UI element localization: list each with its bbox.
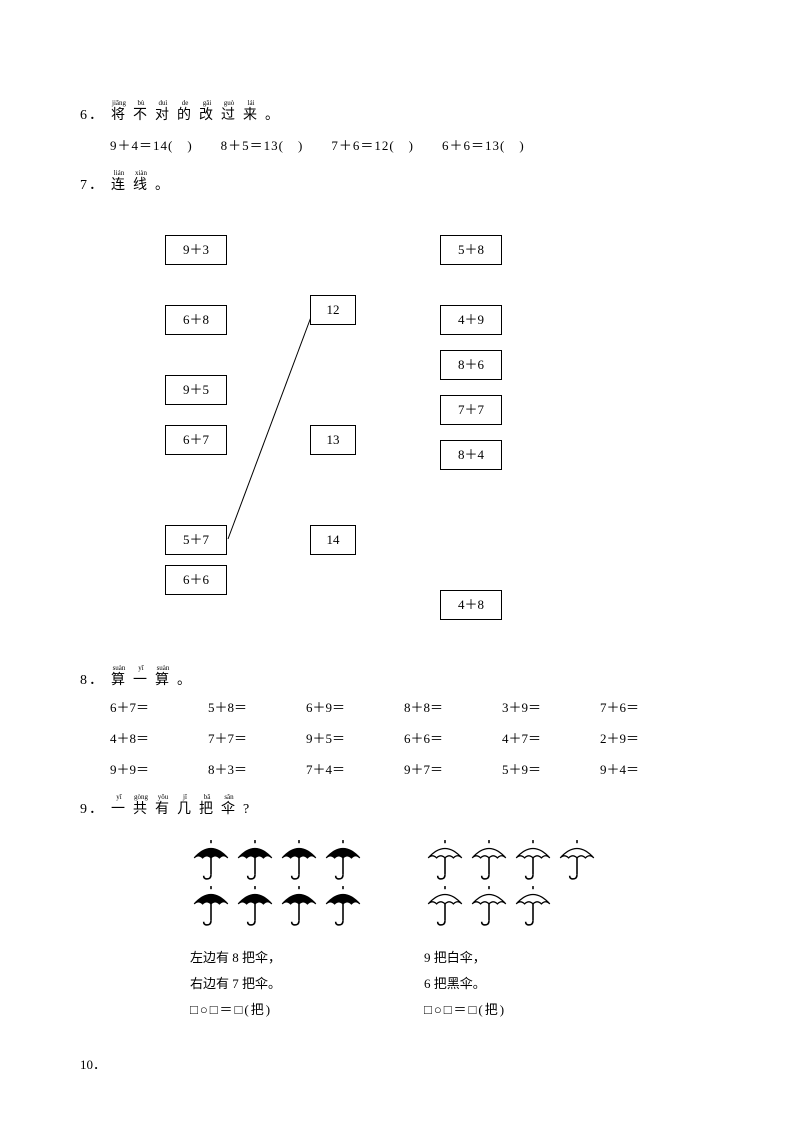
q9-right-group: 9 把白伞，6 把黑伞。□○□＝□(把) [424,839,598,1023]
q8-grid: 6＋7＝ 5＋8＝ 6＋9＝ 8＋8＝ 3＋9＝ 7＋6＝ 4＋8＝ 7＋7＝ 9＋5＝ 6＋6＝… [110,697,714,778]
q8-cell: 9＋7＝ [404,759,464,778]
ruby-char: gòng共 [133,794,149,819]
ruby-char: yī一 [111,794,127,819]
page-number: 10． [80,1054,106,1073]
q8-cell: 7＋4＝ [306,759,366,778]
q7-left-box: 6＋6 [165,565,227,595]
q8-cell: 3＋9＝ [502,697,562,716]
q7-right-box: 4＋8 [440,590,502,620]
q6-equations: 9＋4＝14( ) 8＋5＝13( ) 7＋6＝12( ) 6＋6＝13( ) [110,135,714,154]
ruby-char: jiāng将 [111,100,127,125]
umbrella-icon [468,885,510,927]
ruby-char: suàn算 [155,665,171,690]
umbrella-icon [190,885,232,927]
ruby-char: de的 [177,100,193,125]
q8-row: 6＋7＝ 5＋8＝ 6＋9＝ 8＋8＝ 3＋9＝ 7＋6＝ [110,697,714,716]
q8-cell: 9＋5＝ [306,728,366,747]
q9-umbrellas: 左边有 8 把伞，右边有 7 把伞。□○□＝□(把) 9 把白伞，6 把黑伞。□… [190,839,714,1023]
q7-right-box: 5＋8 [440,235,502,265]
q9-text-line: 9 把白伞， [424,945,506,971]
q8-cell: 8＋8＝ [404,697,464,716]
ruby-char: guò过 [221,100,237,125]
q8-row: 4＋8＝ 7＋7＝ 9＋5＝ 6＋6＝ 4＋7＝ 2＋9＝ [110,728,714,747]
q8-cell: 8＋3＝ [208,759,268,778]
ruby-char: yī一 [133,665,149,690]
umbrella-row [190,885,364,927]
q7-right-box: 8＋4 [440,440,502,470]
ruby-char: gǎi改 [199,100,215,125]
ruby-char: bǎ把 [199,794,215,819]
q6-equation: 6＋6＝13( ) [442,135,525,154]
q8-cell: 4＋7＝ [502,728,562,747]
q7-left-box: 9＋3 [165,235,227,265]
q7-answer-box: 14 [310,525,356,555]
page: 6． jiāng将bù不duì对de的gǎi改guò过lái来 。 9＋4＝14… [0,0,794,1123]
umbrella-icon [512,885,554,927]
q8-title: 8． suàn算yī一suàn算 。 [80,665,714,690]
umbrella-icon [512,839,554,881]
umbrella-icon [278,885,320,927]
ruby-char: xiàn线 [133,170,149,195]
ruby-char: lián连 [111,170,127,195]
q7-right-box: 4＋9 [440,305,502,335]
q8-cell: 4＋8＝ [110,728,170,747]
q9-text-line: 6 把黑伞。 [424,971,506,997]
q7-left-box: 9＋5 [165,375,227,405]
q9-left-text: 左边有 8 把伞，右边有 7 把伞。□○□＝□(把) [190,945,281,1023]
q7-answer-box: 12 [310,295,356,325]
q8-cell: 9＋4＝ [600,759,660,778]
q9-text-line: 右边有 7 把伞。 [190,971,281,997]
umbrella-icon [424,885,466,927]
q6-title: 6． jiāng将bù不duì对de的gǎi改guò过lái来 。 [80,100,714,125]
q7-diagram: 9＋3 6＋8 9＋5 6＋7 5＋7 6＋6 12 13 14 5＋8 4＋9 8＋6 7＋7 8＋4 4… [110,235,670,635]
ruby-char: yǒu有 [155,794,171,819]
umbrella-row [424,839,598,881]
ruby-char: duì对 [155,100,171,125]
q9-text-line: 左边有 8 把伞， [190,945,281,971]
ruby-char: bù不 [133,100,149,125]
q7-title: 7． lián连xiàn线 。 [80,170,714,195]
umbrella-icon [556,839,598,881]
umbrella-icon [322,885,364,927]
q8-cell: 7＋7＝ [208,728,268,747]
q7-left-box: 6＋7 [165,425,227,455]
q7-answer-box: 13 [310,425,356,455]
q7-right-box: 7＋7 [440,395,502,425]
q7-left-box: 6＋8 [165,305,227,335]
q8-cell: 9＋9＝ [110,759,170,778]
q6-equation: 8＋5＝13( ) [221,135,304,154]
q7-right-box: 8＋6 [440,350,502,380]
q7-left-box: 5＋7 [165,525,227,555]
q9-text-line: □○□＝□(把) [190,997,281,1023]
q8-cell: 5＋9＝ [502,759,562,778]
umbrella-icon [424,839,466,881]
umbrella-row [190,839,364,881]
q9-left-group: 左边有 8 把伞，右边有 7 把伞。□○□＝□(把) [190,839,364,1023]
umbrella-icon [234,839,276,881]
ruby-char: suàn算 [111,665,127,690]
ruby-char: sǎn伞 [221,794,237,819]
umbrella-icon [234,885,276,927]
umbrella-icon [468,839,510,881]
umbrella-row [424,885,598,927]
q8-cell: 6＋6＝ [404,728,464,747]
q8-cell: 2＋9＝ [600,728,660,747]
q8-cell: 7＋6＝ [600,697,660,716]
ruby-char: lái来 [243,100,259,125]
q8-row: 9＋9＝ 8＋3＝ 7＋4＝ 9＋7＝ 5＋9＝ 9＋4＝ [110,759,714,778]
q8-cell: 6＋7＝ [110,697,170,716]
q6-equation: 9＋4＝14( ) [110,135,193,154]
q8-cell: 5＋8＝ [208,697,268,716]
q9-text-line: □○□＝□(把) [424,997,506,1023]
umbrella-icon [322,839,364,881]
q9-title: 9． yī一gòng共yǒu有jǐ几bǎ把sǎn伞 ? [80,794,714,819]
umbrella-icon [190,839,232,881]
q8-cell: 6＋9＝ [306,697,366,716]
q9-right-text: 9 把白伞，6 把黑伞。□○□＝□(把) [424,945,506,1023]
q6-equation: 7＋6＝12( ) [331,135,414,154]
umbrella-icon [278,839,320,881]
ruby-char: jǐ几 [177,794,193,819]
